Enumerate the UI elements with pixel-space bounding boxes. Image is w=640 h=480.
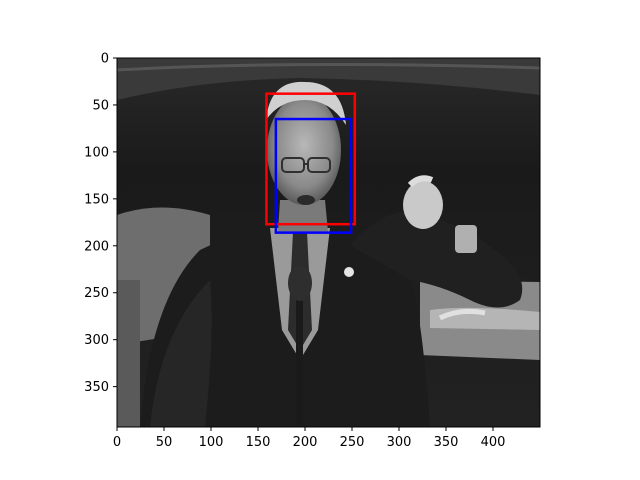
y-tick-label: 150 xyxy=(84,192,109,207)
red-box xyxy=(265,92,357,226)
y-tick-label: 100 xyxy=(84,145,109,160)
x-tick-label: 250 xyxy=(340,435,365,450)
x-tick-label: 100 xyxy=(199,435,224,450)
x-tick-label: 200 xyxy=(293,435,318,450)
grayscale-photo xyxy=(117,58,540,427)
y-tick-label: 200 xyxy=(84,239,109,254)
x-tick-label: 350 xyxy=(434,435,459,450)
x-tick-label: 0 xyxy=(113,435,121,450)
x-tick-label: 400 xyxy=(481,435,506,450)
axes-frame xyxy=(116,57,541,428)
bounding-boxes xyxy=(265,92,357,234)
y-tick-label: 0 xyxy=(101,52,109,67)
blue-box xyxy=(274,117,353,234)
x-tick-label: 300 xyxy=(387,435,412,450)
x-tick-label: 50 xyxy=(156,435,173,450)
x-axis-ticks: 0 50 100 150 200 250 300 350 400 xyxy=(113,427,506,450)
x-tick-label: 150 xyxy=(246,435,271,450)
y-tick-label: 300 xyxy=(84,333,109,348)
y-tick-label: 350 xyxy=(84,380,109,395)
y-axis-ticks: 0 50 100 150 200 250 300 350 xyxy=(84,52,117,395)
y-tick-label: 250 xyxy=(84,286,109,301)
y-tick-label: 50 xyxy=(92,98,109,113)
